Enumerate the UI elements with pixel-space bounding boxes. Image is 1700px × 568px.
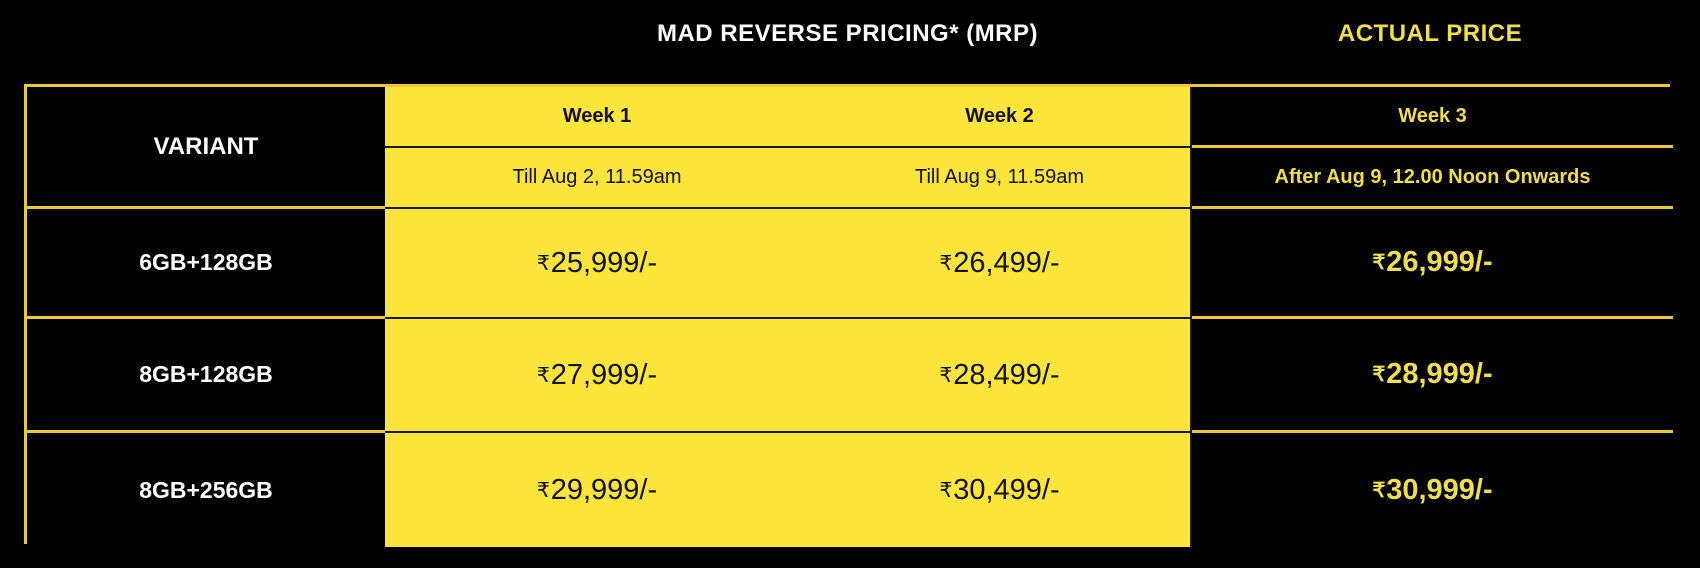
price-value: 27,999/- — [550, 358, 658, 391]
rupee-symbol: ₹ — [536, 364, 550, 387]
pricing-table: VARIANT Week 1 Week 2 Week 3 Till Aug 2,… — [24, 84, 1673, 547]
week-3-period: After Aug 9, 12.00 Noon Onwards — [1192, 148, 1673, 209]
price-value: 26,499/- — [953, 246, 1060, 279]
price-cell: ₹29,999/- — [385, 433, 809, 547]
rupee-symbol: ₹ — [1372, 252, 1386, 274]
rupee-symbol: ₹ — [536, 252, 550, 275]
rupee-symbol: ₹ — [1372, 479, 1386, 502]
rupee-symbol: ₹ — [939, 364, 953, 387]
price-cell: ₹28,499/- — [809, 319, 1192, 433]
rupee-symbol: ₹ — [939, 252, 953, 275]
rupee-symbol: ₹ — [939, 479, 953, 502]
price-value: 28,499/- — [953, 358, 1060, 391]
variant-cell: 8GB+128GB — [27, 319, 385, 433]
price-value: 28,999/- — [1386, 358, 1493, 390]
actual-price-cell: ₹28,999/- — [1192, 319, 1673, 433]
week-3-header: Week 3 — [1192, 87, 1673, 148]
variant-cell: 8GB+256GB — [27, 433, 385, 547]
price-value: 29,999/- — [550, 473, 658, 506]
rupee-symbol: ₹ — [1372, 364, 1386, 386]
week-1-period: Till Aug 2, 11.59am — [385, 148, 809, 209]
price-value: 25,999/- — [550, 246, 658, 279]
variant-header: VARIANT — [27, 87, 385, 209]
variant-cell: 6GB+128GB — [27, 209, 385, 319]
price-cell: ₹25,999/- — [385, 209, 809, 319]
price-value: 26,999/- — [1386, 246, 1493, 278]
week-2-header: Week 2 — [809, 87, 1192, 148]
week-1-header: Week 1 — [385, 87, 809, 148]
week-2-period: Till Aug 9, 11.59am — [809, 148, 1192, 209]
price-cell: ₹26,499/- — [809, 209, 1192, 319]
price-cell: ₹30,499/- — [809, 433, 1192, 547]
actual-price-cell: ₹26,999/- — [1192, 209, 1673, 319]
price-cell: ₹27,999/- — [385, 319, 809, 433]
rupee-symbol: ₹ — [536, 479, 550, 502]
mrp-heading: MAD REVERSE PRICING* (MRP) — [656, 20, 1039, 47]
actual-price-cell: ₹30,999/- — [1192, 433, 1673, 547]
price-value: 30,499/- — [953, 473, 1060, 506]
actual-price-heading: ACTUAL PRICE — [1337, 20, 1523, 47]
price-value: 30,999/- — [1386, 473, 1493, 506]
